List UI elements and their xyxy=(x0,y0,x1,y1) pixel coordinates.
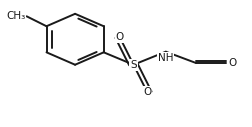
Text: O: O xyxy=(142,87,151,97)
Text: S: S xyxy=(130,60,136,70)
Text: CH₃: CH₃ xyxy=(6,11,25,21)
Text: O: O xyxy=(115,32,123,42)
Text: NH: NH xyxy=(158,53,173,63)
Text: O: O xyxy=(227,58,235,68)
